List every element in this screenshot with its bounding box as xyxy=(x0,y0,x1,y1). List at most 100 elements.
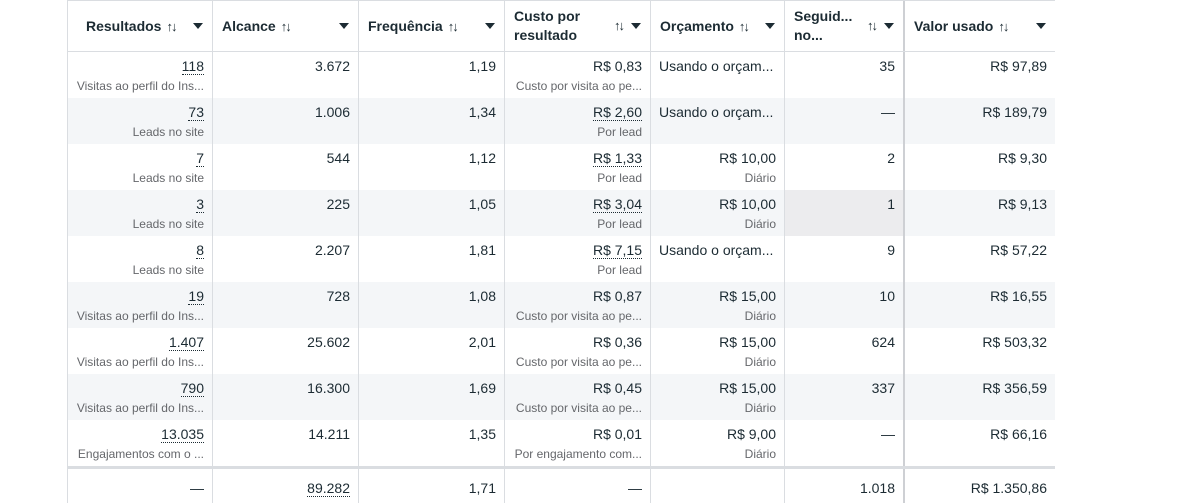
column-header-reach[interactable]: Alcance ↑↓ xyxy=(213,1,359,51)
column-header-cost-per-result[interactable]: Custo por resultado ↑↓ xyxy=(505,1,651,51)
table-row[interactable]: 73 Leads no site 1.006 1,34 R$ 2,60 Por le… xyxy=(67,98,1055,144)
followers-value: 2 xyxy=(887,150,895,166)
results-value[interactable]: 118 xyxy=(181,58,204,75)
results-value[interactable]: 8 xyxy=(196,242,204,259)
results-value[interactable]: 73 xyxy=(188,104,204,121)
reach-cell: 544 xyxy=(213,144,359,190)
table-row[interactable]: 8 Leads no site 2.207 1,81 R$ 7,15 Por lea… xyxy=(67,236,1055,282)
followers-cell: — xyxy=(785,420,905,466)
sort-icon[interactable]: ↑↓ xyxy=(614,18,625,33)
column-label: Custo por resultado xyxy=(514,8,581,43)
cost-type: Por lead xyxy=(597,171,642,185)
cost-type: Por lead xyxy=(597,217,642,231)
table-row[interactable]: 13.035 Engajamentos com o ... 14.211 1,35… xyxy=(67,420,1055,466)
frequency-value: 1,35 xyxy=(468,426,496,442)
table-body: 118 Visitas ao perfil do Ins... 3.672 1,1… xyxy=(67,52,1055,466)
results-value[interactable]: 3 xyxy=(196,196,204,213)
budget-cell: Usando o orçam... xyxy=(651,236,785,282)
total-reach[interactable]: 89.282 xyxy=(307,480,350,497)
table-row[interactable]: 118 Visitas ao perfil do Ins... 3.672 1,1… xyxy=(67,52,1055,98)
chevron-down-icon[interactable] xyxy=(631,23,641,29)
results-value[interactable]: 790 xyxy=(180,380,204,397)
cost-value[interactable]: R$ 2,60 xyxy=(592,104,642,121)
results-type: Visitas ao perfil do Ins... xyxy=(76,355,204,369)
cost-cell: R$ 0,45 Custo por visita ao pe... xyxy=(505,374,651,420)
results-value[interactable]: 19 xyxy=(188,288,204,305)
spent-cell: R$ 9,30 xyxy=(905,144,1055,190)
followers-value: — xyxy=(881,426,895,442)
column-header-amount-spent[interactable]: Valor usado ↑↓ xyxy=(905,1,1055,51)
sort-icon[interactable]: ↑↓ xyxy=(998,18,1009,34)
column-header-frequency[interactable]: Frequência ↑↓ xyxy=(359,1,505,51)
chevron-down-icon[interactable] xyxy=(765,23,775,29)
cost-value[interactable]: R$ 1,33 xyxy=(592,150,642,167)
reach-value: 14.211 xyxy=(308,426,350,442)
budget-type: Diário xyxy=(744,401,776,415)
cost-cell: R$ 7,15 Por lead xyxy=(505,236,651,282)
frequency-cell: 1,34 xyxy=(359,98,505,144)
followers-cell: 1 xyxy=(785,190,905,236)
frequency-cell: 1,35 xyxy=(359,420,505,466)
cost-type: Custo por visita ao pe... xyxy=(515,79,642,93)
chevron-down-icon[interactable] xyxy=(193,23,203,29)
column-header-budget[interactable]: Orçamento ↑↓ xyxy=(651,1,785,51)
budget-value: R$ 15,00 xyxy=(719,334,776,350)
reach-value: 1.006 xyxy=(314,104,350,120)
column-header-results[interactable]: Resultados ↑↓ xyxy=(67,1,213,51)
column-header-followers[interactable]: Seguid... no... ↑↓ xyxy=(785,1,905,51)
results-type: Leads no site xyxy=(132,217,204,231)
reach-cell: 14.211 xyxy=(213,420,359,466)
results-type: Visitas ao perfil do Ins... xyxy=(76,401,204,415)
table-row[interactable]: 1.407 Visitas ao perfil do Ins... 25.602 … xyxy=(67,328,1055,374)
results-cell: 73 Leads no site xyxy=(67,98,213,144)
sort-icon[interactable]: ↑↓ xyxy=(166,18,177,34)
spent-cell: R$ 9,13 xyxy=(905,190,1055,236)
spent-cell: R$ 356,59 xyxy=(905,374,1055,420)
results-value[interactable]: 1.407 xyxy=(168,334,204,351)
cost-cell: R$ 0,83 Custo por visita ao pe... xyxy=(505,52,651,98)
table-row[interactable]: 790 Visitas ao perfil do Ins... 16.300 1,… xyxy=(67,374,1055,420)
sort-icon[interactable]: ↑↓ xyxy=(867,18,878,33)
chevron-down-icon[interactable] xyxy=(884,23,894,29)
spent-value: R$ 16,55 xyxy=(990,288,1047,304)
chevron-down-icon[interactable] xyxy=(339,23,349,29)
chevron-down-icon[interactable] xyxy=(1036,23,1046,29)
cost-type: Custo por visita ao pe... xyxy=(515,355,642,369)
sort-icon[interactable]: ↑↓ xyxy=(738,18,750,34)
table-row[interactable]: 3 Leads no site 225 1,05 R$ 3,04 Por lead … xyxy=(67,190,1055,236)
budget-value: R$ 9,00 xyxy=(726,426,776,442)
budget-cell: R$ 15,00 Diário xyxy=(651,282,785,328)
totals-row: — 89.282 1,71 — 1.018 R$ 1.350,86 xyxy=(67,466,1055,503)
results-value[interactable]: 7 xyxy=(196,150,204,167)
sort-icon[interactable]: ↑↓ xyxy=(447,18,459,34)
followers-value: 624 xyxy=(871,334,895,350)
spent-cell: R$ 189,79 xyxy=(905,98,1055,144)
frequency-cell: 1,81 xyxy=(359,236,505,282)
frequency-cell: 1,19 xyxy=(359,52,505,98)
budget-cell: R$ 9,00 Diário xyxy=(651,420,785,466)
spent-value: R$ 97,89 xyxy=(990,58,1047,74)
spent-cell: R$ 97,89 xyxy=(905,52,1055,98)
spent-cell: R$ 16,55 xyxy=(905,282,1055,328)
cost-value[interactable]: R$ 7,15 xyxy=(592,242,642,259)
spent-cell: R$ 66,16 xyxy=(905,420,1055,466)
chevron-down-icon[interactable] xyxy=(485,23,495,29)
table-row[interactable]: 19 Visitas ao perfil do Ins... 728 1,08 R… xyxy=(67,282,1055,328)
total-frequency: 1,71 xyxy=(359,469,505,503)
reach-value: 728 xyxy=(326,288,350,304)
results-value[interactable]: 13.035 xyxy=(161,426,204,443)
spent-value: R$ 189,79 xyxy=(982,104,1047,120)
frequency-value: 1,19 xyxy=(468,58,496,74)
column-label: Valor usado xyxy=(914,17,994,34)
sort-icon[interactable]: ↑↓ xyxy=(280,18,292,34)
total-followers: 1.018 xyxy=(785,469,905,503)
results-cell: 118 Visitas ao perfil do Ins... xyxy=(67,52,213,98)
table-row[interactable]: 7 Leads no site 544 1,12 R$ 1,33 Por lead … xyxy=(67,144,1055,190)
frequency-value: 1,05 xyxy=(468,196,496,212)
reach-cell: 728 xyxy=(213,282,359,328)
reach-value: 25.602 xyxy=(307,334,350,350)
cost-value[interactable]: R$ 3,04 xyxy=(592,196,642,213)
budget-value: R$ 15,00 xyxy=(719,288,776,304)
reach-cell: 1.006 xyxy=(213,98,359,144)
cost-value: R$ 0,45 xyxy=(592,380,642,396)
